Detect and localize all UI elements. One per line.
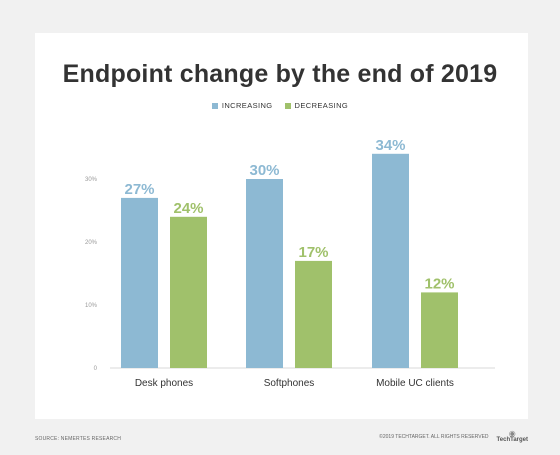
data-label-increasing-2: 34% <box>375 137 405 154</box>
legend-swatch-decreasing <box>284 102 291 109</box>
y-tick-label: 30% <box>85 177 98 183</box>
category-label: Desk phones <box>135 378 193 389</box>
y-tick-label: 10% <box>85 303 98 309</box>
legend-label-decreasing: DECREASING <box>294 101 349 110</box>
legend-label-increasing: INCREASING <box>221 101 273 110</box>
legend-item-increasing: INCREASING <box>211 101 273 110</box>
data-label-decreasing-0: 24% <box>173 200 203 217</box>
legend-item-decreasing: DECREASING <box>284 101 349 110</box>
bar-increasing-0 <box>121 197 158 368</box>
bar-increasing-1 <box>246 179 283 368</box>
data-label-increasing-0: 27% <box>124 181 154 198</box>
brand-logo: ◉ TechTarget <box>497 430 528 444</box>
copyright-note: ©2019 TECHTARGET. ALL RIGHTS RESERVED <box>379 434 489 440</box>
data-label-decreasing-1: 17% <box>298 244 328 261</box>
chart-title: Endpoint change by the end of 2019 <box>62 60 498 88</box>
source-note: SOURCE: NEMERTES RESEARCH <box>35 436 122 442</box>
bar-decreasing-2 <box>421 292 458 368</box>
data-label-decreasing-2: 12% <box>424 275 454 292</box>
bar-increasing-2 <box>372 153 409 368</box>
category-label: Softphones <box>264 378 315 389</box>
y-tick-label: 20% <box>85 240 98 246</box>
legend: INCREASING DECREASING <box>0 101 560 110</box>
data-label-increasing-1: 30% <box>249 162 279 179</box>
legend-swatch-increasing <box>211 102 218 109</box>
category-label: Mobile UC clients <box>376 378 454 389</box>
bar-decreasing-0 <box>170 216 207 368</box>
footer-right: ©2019 TECHTARGET. ALL RIGHTS RESERVED ◉ … <box>379 430 528 444</box>
brand-name: TechTarget <box>496 437 528 443</box>
bar-decreasing-1 <box>295 260 332 368</box>
eye-logo-icon: ◉ <box>508 429 516 438</box>
y-tick-label: 0 <box>94 366 98 372</box>
